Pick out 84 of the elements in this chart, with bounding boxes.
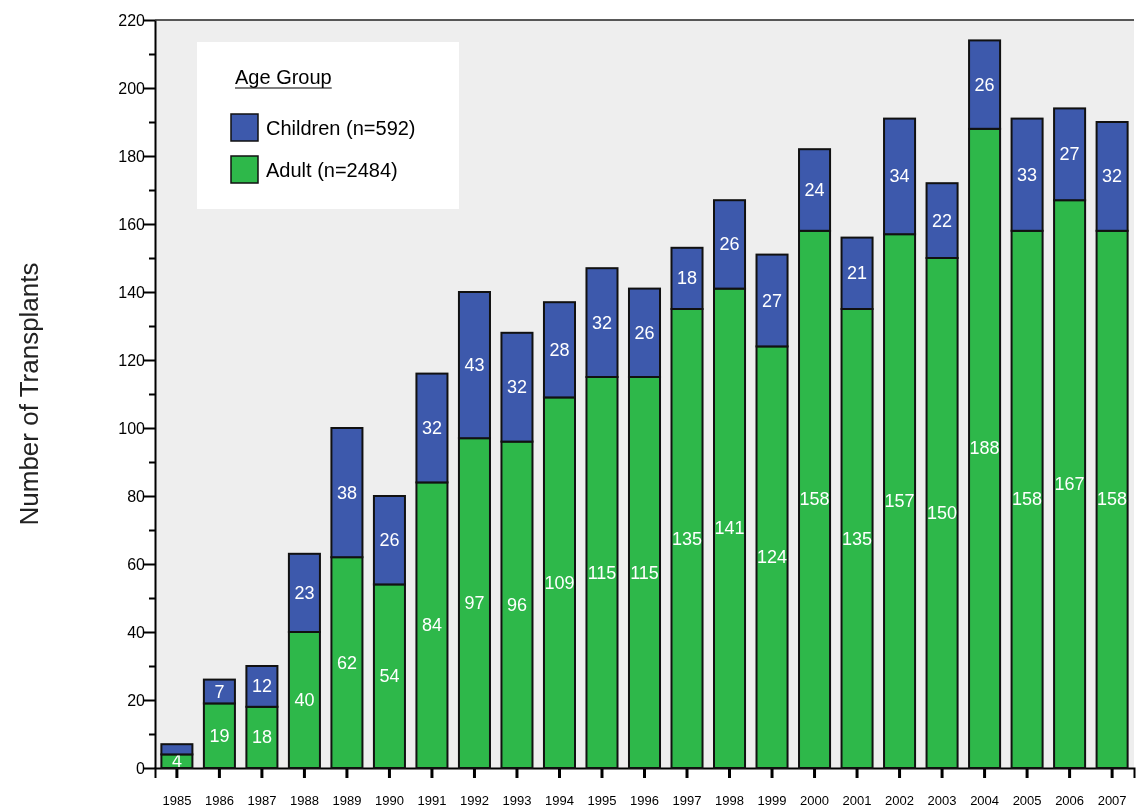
y-tick-label: 120: [118, 351, 146, 369]
data-label: 19: [209, 725, 230, 746]
x-tick-label: 1995: [587, 793, 617, 809]
x-tick-label: 1986: [204, 793, 234, 809]
x-tick-label: 1997: [672, 793, 702, 809]
data-label: 32: [1102, 166, 1123, 187]
data-label: 115: [587, 562, 617, 583]
y-tick-label: 60: [127, 555, 146, 573]
data-label: 18: [676, 268, 698, 289]
data-label: 135: [671, 528, 703, 549]
data-label: 158: [1097, 489, 1128, 510]
x-tick-label: 1989: [332, 793, 362, 809]
y-tick-label: 220: [118, 11, 146, 29]
y-tick-label: 100: [118, 419, 146, 437]
data-label: 141: [714, 518, 745, 539]
data-label: 124: [757, 547, 788, 568]
x-tick-label: 2001: [842, 793, 872, 809]
x-tick-label: 1985: [162, 793, 192, 809]
x-tick-label: 2002: [885, 793, 915, 809]
data-label: 158: [1012, 489, 1043, 510]
data-label: 23: [294, 582, 315, 603]
y-tick-label: 0: [136, 759, 146, 777]
x-tick-label: 2007: [1097, 793, 1127, 809]
data-label: 150: [927, 503, 958, 523]
data-label: 26: [379, 530, 400, 551]
data-label: 26: [719, 234, 740, 255]
data-label: 22: [932, 210, 953, 231]
x-tick-label: 2003: [927, 793, 957, 809]
x-tick-label: 1992: [460, 793, 489, 809]
data-label: 12: [251, 676, 272, 697]
legend-label: Adult (n=2484): [266, 159, 398, 181]
x-tick-label: 2006: [1055, 793, 1085, 809]
data-label: 28: [549, 339, 570, 360]
x-tick-label: 1993: [502, 793, 532, 809]
data-label: 43: [464, 355, 485, 376]
data-label: 4: [171, 751, 182, 772]
data-label: 62: [336, 652, 357, 673]
data-label: 54: [379, 666, 400, 687]
x-tick-label: 2004: [970, 793, 1000, 809]
x-tick-label: 2005: [1012, 793, 1042, 809]
x-tick-label: 1994: [545, 793, 574, 809]
y-tick-label: 80: [127, 487, 146, 505]
x-tick-label: 1996: [630, 793, 659, 809]
data-label: 34: [889, 166, 910, 187]
x-tick-label: 1988: [289, 793, 319, 809]
data-label: 157: [884, 491, 915, 512]
x-tick-label: 1987: [247, 793, 277, 809]
data-label: 7: [214, 681, 225, 702]
legend-title: Age Group: [235, 66, 332, 88]
data-label: 26: [634, 322, 655, 343]
data-label: 167: [1054, 474, 1085, 495]
x-tick-label: 1991: [417, 793, 447, 809]
data-label: 21: [847, 263, 868, 284]
data-label: 96: [506, 594, 527, 615]
y-tick-label: 140: [118, 283, 146, 301]
data-label: 32: [421, 418, 442, 438]
data-label: 33: [1017, 164, 1038, 185]
y-tick-label: 160: [118, 215, 146, 233]
data-label: 135: [842, 528, 873, 549]
data-label: 24: [804, 180, 825, 200]
data-label: 32: [591, 312, 613, 333]
y-tick-label: 40: [127, 623, 146, 641]
data-label: 26: [974, 74, 995, 95]
data-label: 158: [799, 489, 830, 510]
y-tick-label: 200: [118, 79, 146, 97]
y-axis-title: Number of Transplants: [14, 262, 44, 526]
data-label: 18: [251, 727, 272, 748]
data-label: 27: [762, 290, 783, 311]
data-label: 84: [421, 615, 442, 636]
data-label: 40: [294, 690, 315, 710]
data-label: 38: [336, 482, 357, 503]
data-label: 109: [544, 572, 575, 593]
data-label: 97: [464, 593, 485, 614]
data-label: 115: [630, 562, 659, 583]
legend-label: Children (n=592): [266, 117, 416, 139]
data-label: 32: [506, 377, 527, 398]
data-label: 188: [969, 438, 1000, 459]
y-tick-label: 180: [118, 147, 146, 165]
x-tick-label: 2000: [800, 793, 829, 809]
x-tick-label: 1998: [715, 793, 744, 809]
x-tick-label: 1990: [374, 793, 404, 809]
data-label: 27: [1059, 144, 1080, 165]
x-tick-label: 1999: [757, 793, 787, 809]
y-tick-label: 20: [127, 691, 146, 709]
